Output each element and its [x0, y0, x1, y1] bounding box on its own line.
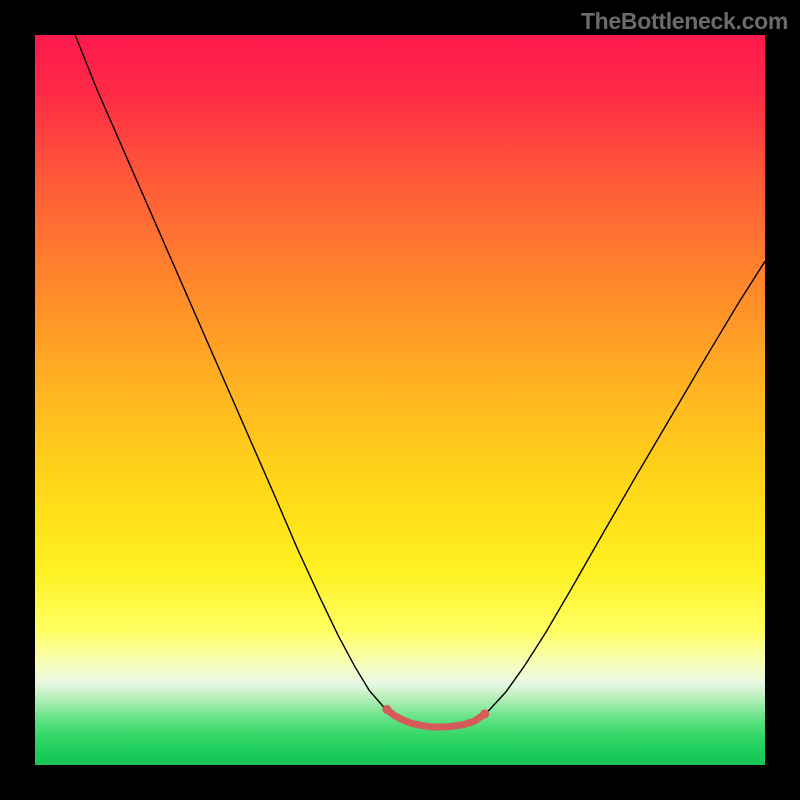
gradient-background	[35, 35, 765, 765]
optimum-marker-end-cap	[480, 709, 489, 718]
chart-plot-area	[35, 35, 765, 765]
watermark-text: TheBottleneck.com	[581, 8, 788, 35]
chart-svg	[35, 35, 765, 765]
optimum-marker-start-cap	[382, 705, 391, 714]
